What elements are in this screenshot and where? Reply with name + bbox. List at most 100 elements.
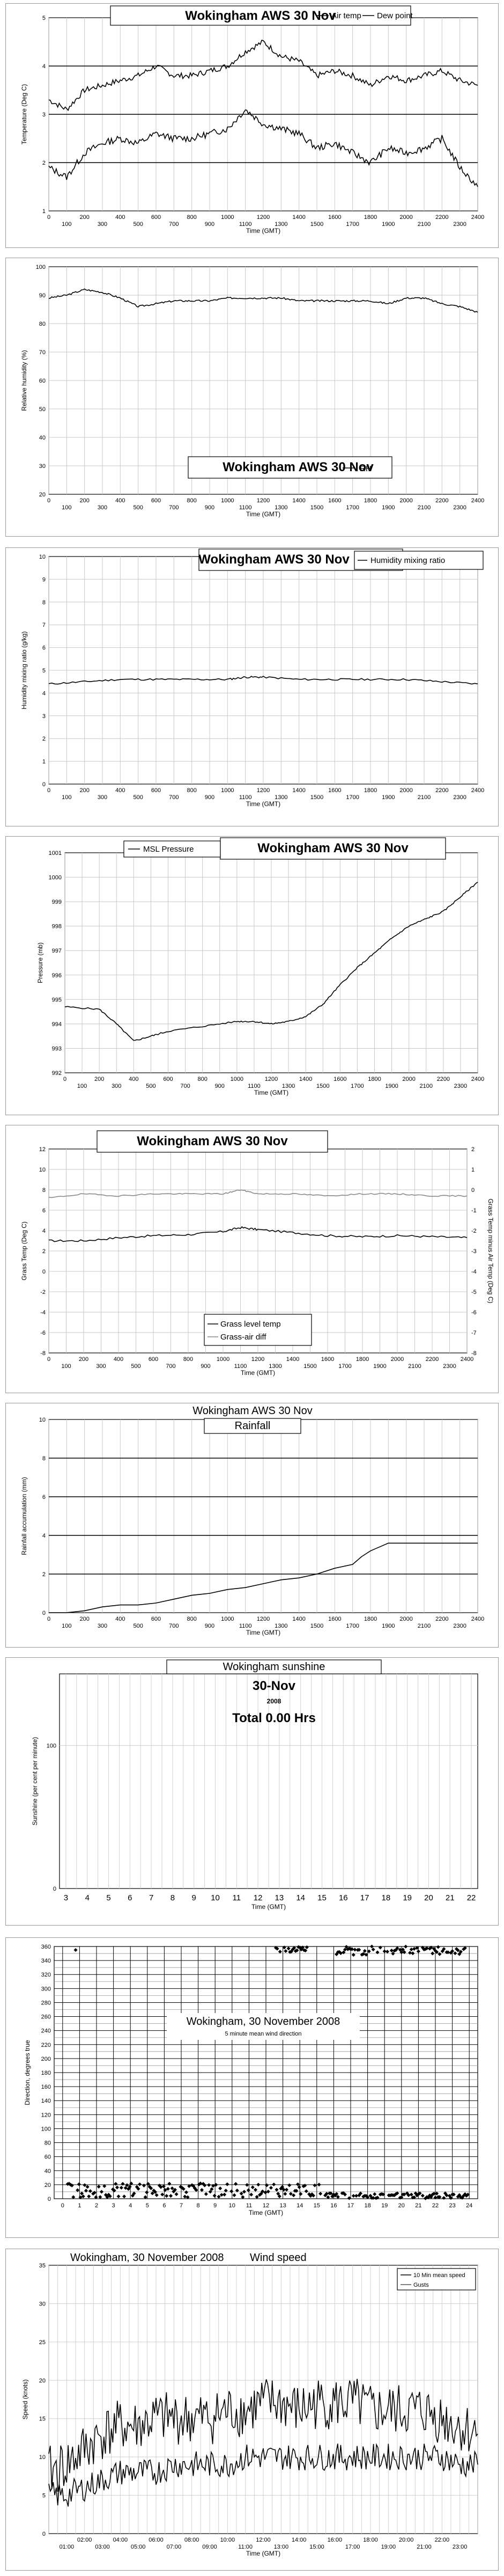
y-tick-label: 5 [42, 15, 46, 21]
y-tick-label: 10 [39, 1417, 46, 1423]
y-tick-label: 10 [39, 554, 46, 560]
x-tick-label: 17 [360, 1893, 369, 1902]
x-tick-label: 1300 [269, 1363, 281, 1370]
direction-point [149, 2186, 153, 2190]
x-tick-label: 2200 [437, 1076, 450, 1082]
x-tick-label: 2000 [399, 1616, 412, 1622]
direction-point [362, 1949, 367, 1953]
x-tick-label: 400 [115, 214, 125, 221]
x-tick-label: 1700 [346, 1623, 359, 1629]
y-tick-label: 100 [47, 1743, 56, 1749]
rh-series [49, 288, 478, 313]
direction-point [287, 2183, 292, 2187]
y-tick-label: 5 [42, 2493, 46, 2499]
x-tick-label: 1100 [239, 504, 252, 511]
x-tick-label: 0 [47, 1356, 50, 1363]
direction-point [354, 2194, 359, 2198]
y-tick-label: 998 [52, 924, 62, 930]
x-tick-label: 2000 [399, 787, 412, 794]
x-tick-label: 1400 [292, 787, 305, 794]
x-tick-label: 2100 [418, 504, 431, 511]
direction-point [129, 2182, 134, 2186]
x-tick-label: 05:00 [131, 2544, 146, 2550]
y-axis-label: Grass Temp (Deg C) [20, 1221, 28, 1280]
x-tick-label: 9 [192, 1893, 196, 1902]
direction-point [303, 1949, 308, 1953]
legend-label-hmr: Humidity mixing ratio [370, 556, 445, 565]
y-tick-label: 160 [41, 2084, 51, 2090]
x-tick-label: 08:00 [184, 2537, 199, 2543]
x-tick-label: 1300 [275, 504, 287, 511]
x-tick-label: 2400 [471, 214, 484, 221]
y-tick-label: 1 [42, 759, 46, 765]
x-tick-label: 1900 [373, 1363, 386, 1370]
x-tick-label: 2000 [399, 497, 412, 504]
x-tick-label: 800 [187, 1616, 196, 1622]
y-tick-label: 2 [42, 1571, 46, 1578]
x-tick-label: 17:00 [345, 2544, 360, 2550]
x-axis-label: Time (GMT) [249, 2209, 283, 2216]
x-axis-label: Time (GMT) [254, 1089, 288, 1096]
y-right-tick-label: -2 [471, 1228, 477, 1234]
direction-point [265, 2183, 269, 2187]
x-tick-label: 03:00 [95, 2544, 110, 2550]
y-tick-label: 25 [39, 2339, 46, 2346]
x-tick-label: 1000 [231, 1076, 243, 1082]
direction-point [229, 2189, 234, 2193]
x-tick-label: 1500 [310, 221, 323, 228]
air-temp-series [48, 39, 478, 112]
hmr-panel: 0 1 2 3 4 5 6 7 8 9 10 0 200 400 600 800 1000 1200 1400 160… [5, 547, 499, 826]
x-tick-label: 2300 [453, 1623, 466, 1629]
legend-label-diff: Grass-air diff [220, 1333, 266, 1342]
direction-point [276, 2192, 280, 2196]
y-tick-label: 280 [41, 2000, 51, 2006]
x-tick-label: 400 [115, 1616, 125, 1622]
legend-label-pressure: MSL Pressure [143, 845, 194, 854]
sun-panel: 0 100 3 4 5 6 7 8 9 10 11 12 13 14 15 16 17 18 19 20 21 22 Tim… [5, 1657, 499, 1926]
y-right-tick-label: 0 [471, 1187, 475, 1194]
x-tick-label: 2000 [391, 1356, 404, 1363]
x-tick-label: 2100 [418, 221, 431, 228]
y-right-tick-label: -8 [471, 1350, 477, 1357]
y-tick-label: 70 [39, 349, 46, 356]
direction-point [94, 2195, 98, 2199]
grass-panel: -8 -6 -4 -2 0 2 4 6 8 10 12 0 200 400 600 800 1000 1200 14… [5, 1125, 499, 1393]
x-tick-label: 10:00 [220, 2537, 235, 2543]
x-tick-label: 11:00 [238, 2544, 253, 2550]
y-tick-label: 300 [41, 1986, 51, 1992]
x-tick-label: 4 [85, 1893, 90, 1902]
x-tick-label: 1300 [275, 1623, 287, 1629]
x-tick-label: 1600 [328, 497, 341, 504]
x-tick-label: 22 [467, 1893, 476, 1902]
x-tick-label: 2300 [454, 1083, 467, 1089]
direction-point [119, 2185, 123, 2190]
x-tick-label: 1200 [257, 1616, 270, 1622]
x-tick-label: 16 [330, 2202, 337, 2209]
x-tick-label: 1900 [382, 1623, 395, 1629]
direction-point [174, 2192, 179, 2197]
x-tick-label: 6 [162, 2202, 166, 2209]
legend-label-gusts: Gusts [413, 2282, 429, 2288]
y-tick-label: 9 [42, 576, 46, 583]
x-tick-label: 400 [115, 497, 125, 504]
pressure-chart: 992 993 994 995 996 997 998 999 1000 1001 0 200 400 6… [36, 837, 484, 1096]
x-tick-label: 2000 [399, 214, 412, 221]
x-tick-label: 300 [98, 794, 107, 801]
legend-label-mean: 10 Min mean speed [413, 2272, 465, 2279]
x-tick-label: 900 [205, 504, 214, 511]
direction-point [83, 2183, 87, 2187]
direction-point [159, 2185, 163, 2189]
y-tick-label: 5 [42, 668, 46, 674]
temperature-chart: 1 2 3 4 5 0 200 400 600 800 1000 1200 1400 1600 1800 20… [20, 5, 484, 235]
direction-point [299, 2192, 303, 2196]
x-tick-label: 1600 [333, 1076, 346, 1082]
x-tick-label: 1 [78, 2202, 81, 2209]
y-tick-label: 30 [39, 2301, 46, 2307]
x-tick-label: 0 [47, 214, 50, 221]
direction-point [114, 2182, 118, 2186]
x-tick-label: 1400 [292, 1616, 305, 1622]
x-tick-label: 1800 [364, 214, 377, 221]
y-tick-label: 4 [42, 1228, 46, 1234]
x-tick-label: 800 [187, 787, 196, 794]
x-tick-label: 1200 [257, 214, 270, 221]
